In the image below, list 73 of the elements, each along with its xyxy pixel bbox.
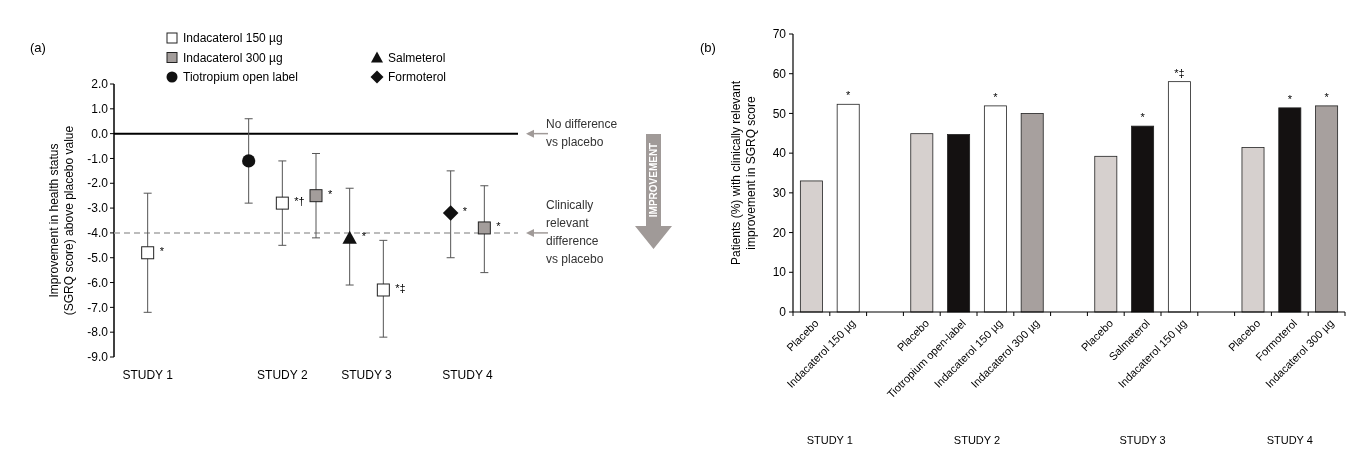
y-tick-label: 1.0 xyxy=(91,102,109,117)
y-tick-label: -9.0 xyxy=(87,350,109,365)
y-tick-label: 0.0 xyxy=(91,126,109,141)
y-tick-label: 10 xyxy=(772,265,787,280)
bar xyxy=(1278,107,1302,313)
bar xyxy=(1020,113,1044,313)
data-label: * xyxy=(846,89,852,102)
point xyxy=(342,230,357,244)
data-label: * xyxy=(159,244,165,257)
y-axis-title: Improvement in health status (SGRQ score) above placebo value xyxy=(47,125,76,316)
text: STUDY 3 xyxy=(1119,434,1166,446)
y-tick-label: 0 xyxy=(779,305,787,320)
legend-label: Indacaterol 150 µg xyxy=(183,31,283,46)
point xyxy=(376,283,390,297)
y-tick-label: -1.0 xyxy=(87,151,109,166)
bar xyxy=(1131,125,1155,313)
y-tick-label: -2.0 xyxy=(87,176,109,191)
y-tick-label: 2.0 xyxy=(91,77,109,92)
text: STUDY 4 xyxy=(1266,434,1313,446)
x-tick-label: STUDY 2 xyxy=(257,368,308,382)
y-tick-label: -4.0 xyxy=(87,226,109,241)
data-label: * xyxy=(328,187,333,200)
legend-label: Tiotropium open label xyxy=(183,70,298,85)
point xyxy=(442,205,459,221)
ref-line-label: No difference vs placebo xyxy=(546,116,618,149)
bar xyxy=(983,105,1007,313)
text: STUDY 1 xyxy=(806,434,853,446)
y-tick-label: 60 xyxy=(772,66,787,81)
data-label: * xyxy=(361,229,367,242)
data-label: * xyxy=(1140,111,1146,124)
text: IMPROVEMENT xyxy=(648,142,659,218)
data-label: * xyxy=(993,90,999,103)
ref-line-label: Clinically relevant difference vs placebo xyxy=(546,197,604,266)
y-tick-label: -8.0 xyxy=(87,325,109,340)
bar xyxy=(1241,147,1265,313)
data-label: * xyxy=(1324,90,1330,103)
data-label: * xyxy=(496,219,502,232)
legend-label: Indacaterol 300 µg xyxy=(183,50,283,65)
y-tick-label: 20 xyxy=(772,225,787,240)
legend-label: Salmeterol xyxy=(388,50,446,65)
y-tick-label: -3.0 xyxy=(87,201,109,216)
bar xyxy=(947,134,971,313)
bar xyxy=(836,103,860,313)
y-tick-label: 30 xyxy=(772,186,787,201)
y-tick-label: 50 xyxy=(772,106,787,121)
data-label: *‡ xyxy=(395,281,406,294)
bar xyxy=(1315,105,1339,313)
chart-title: (a) xyxy=(30,40,46,55)
text: STUDY 2 xyxy=(953,434,1001,446)
data-label: *‡ xyxy=(1174,66,1185,79)
point xyxy=(309,189,323,203)
y-tick-label: -5.0 xyxy=(87,250,109,265)
y-tick-label: -6.0 xyxy=(87,275,109,290)
data-label: * xyxy=(1287,92,1293,105)
bar xyxy=(799,180,823,313)
x-tick-label: STUDY 3 xyxy=(341,368,393,382)
bar xyxy=(910,133,934,313)
bar xyxy=(1167,81,1191,313)
data-label: * xyxy=(462,205,468,218)
point xyxy=(477,221,491,235)
point xyxy=(275,196,289,210)
point xyxy=(242,154,256,168)
y-tick-label: 40 xyxy=(772,146,787,161)
x-tick-label: STUDY 4 xyxy=(442,368,494,382)
y-tick-label: 70 xyxy=(772,27,787,42)
text: (b) xyxy=(700,40,716,55)
point xyxy=(141,246,155,260)
legend-label: Formoterol xyxy=(388,70,447,85)
x-tick-label: STUDY 1 xyxy=(122,368,174,382)
y-axis-title: Patients (%) with clinically relevant improvement in SGRQ score xyxy=(729,80,758,266)
bar xyxy=(1094,155,1118,313)
data-label: *† xyxy=(294,195,305,208)
y-tick-label: -7.0 xyxy=(87,300,109,315)
